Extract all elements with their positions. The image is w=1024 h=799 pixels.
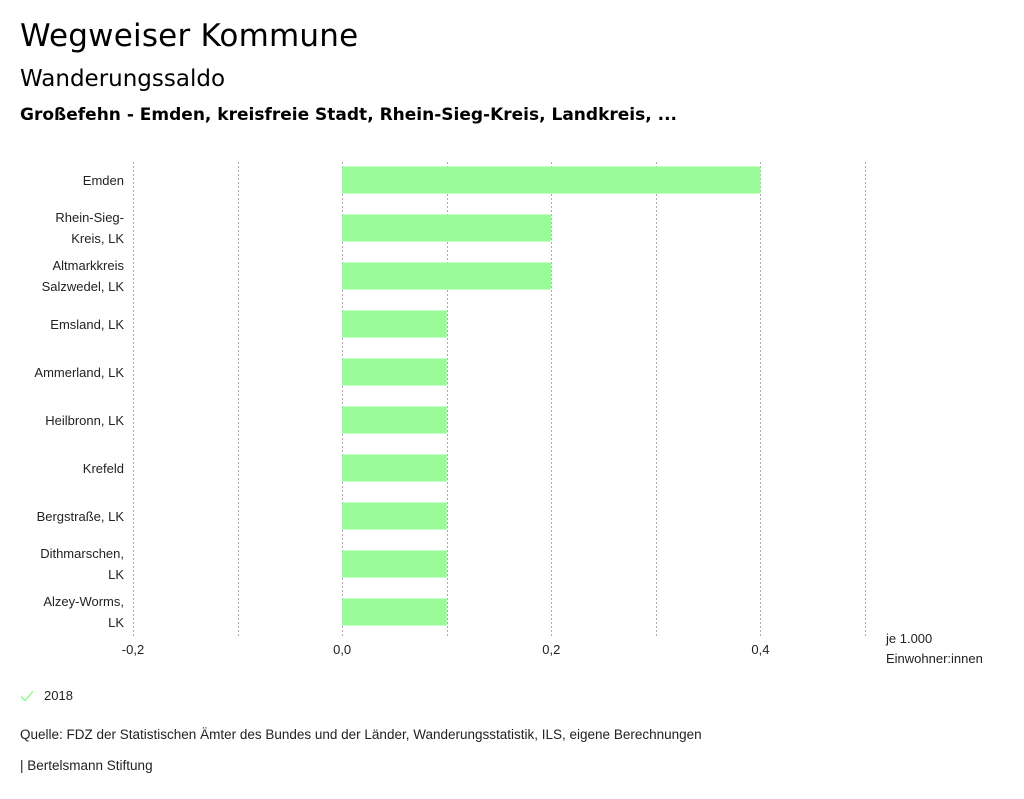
bar-7[interactable] [342,502,447,530]
legend-item-2018[interactable]: 2018 [20,688,73,703]
tick-label: 0,2 [542,642,561,657]
tick-label: -0,2 [121,642,145,657]
category-label-line: Dithmarschen, [40,546,124,561]
category-label-line: Rhein-Sieg- [55,210,124,225]
category-label: Emden [12,170,124,191]
category-label: Heilbronn, LK [12,410,124,431]
publisher-note: | Bertelsmann Stiftung [20,758,153,773]
category-label-line: LK [108,567,124,582]
bar-6[interactable] [342,454,447,482]
bar-0[interactable] [342,166,761,194]
chart-subtitle: Wanderungssaldo [20,66,226,92]
page-title: Wegweiser Kommune [20,18,359,54]
category-label: Ammerland, LK [12,362,124,383]
tick-label: 0,4 [751,642,770,657]
category-label-line: Krefeld [82,460,124,476]
bar-1[interactable] [342,214,552,242]
category-label-line: Emsland, LK [50,316,124,332]
category-label-line: Ammerland, LK [34,364,124,380]
category-label: Rhein-Sieg- Kreis, LK [12,207,124,249]
tick-label: 0,0 [333,642,352,657]
category-label-line: Altmarkkreis [52,258,124,273]
category-label: Krefeld [12,458,124,479]
bar-9[interactable] [342,598,447,626]
unit-label-line2: Einwohner:innen [886,651,983,666]
bar-3[interactable] [342,310,447,338]
unit-label-line1: je 1.000 [886,631,933,646]
bar-4[interactable] [342,358,447,386]
unit-label: je 1.000 Einwohner:innen [886,629,983,669]
category-label-line: Heilbronn, LK [45,412,124,428]
region-selection[interactable]: Großefehn - Emden, kreisfreie Stadt, Rhe… [20,105,677,125]
source-note: Quelle: FDZ der Statistischen Ämter des … [20,727,702,742]
category-label: Altmarkkreis Salzwedel, LK [12,255,124,297]
bar-2[interactable] [342,262,552,290]
bar-series-2018 [342,166,761,626]
legend-label: 2018 [44,688,73,703]
gridlines [133,162,866,636]
category-label: Emsland, LK [12,314,124,335]
category-label: Dithmarschen, LK [12,543,124,585]
category-label-line: Kreis, LK [71,231,124,246]
category-label: Bergstraße, LK [12,506,124,527]
category-label-line: Salzwedel, LK [41,279,124,294]
check-icon [20,690,34,702]
category-label-line: LK [108,615,124,630]
category-label-line: Alzey-Worms, [43,594,124,609]
bar-8[interactable] [342,550,447,578]
category-label-line: Emden [82,172,124,188]
category-label: Alzey-Worms, LK [12,591,124,633]
bar-5[interactable] [342,406,447,434]
category-label-line: Bergstraße, LK [36,508,124,524]
